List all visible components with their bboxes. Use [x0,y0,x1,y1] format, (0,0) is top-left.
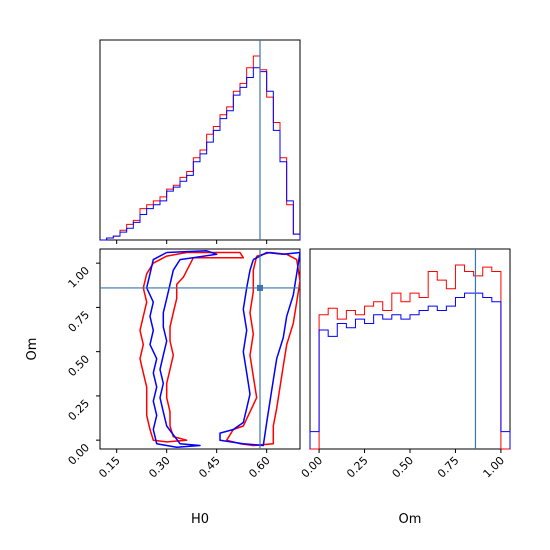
h0-om-contour-ytick-label-4: 1.00 [66,264,93,291]
h0-om-contour-ytick-label-3: 0.75 [66,308,93,335]
h0-hist-frame [99,39,301,241]
contour-truth-marker [257,284,263,291]
contour-blue-2 [145,250,218,448]
h0-om-contour-xtick-label-2: 0.45 [196,454,223,481]
om-histogram [309,249,511,450]
om-hist-series-red [310,264,510,450]
om-hist-series-blue [309,292,511,449]
h0-histogram [100,40,301,241]
h0-om-contour-xtick-label-1: 0.30 [146,454,173,481]
x-axis-label-h0: H0 [191,512,209,527]
contour-red-1 [225,251,300,447]
om-hist-xtick-label-2: 0.50 [390,454,417,481]
om-hist-xtick-label-3: 0.75 [435,454,462,481]
h0-om-contour-ytick-label-0: 0.00 [66,441,93,468]
axis-ticks: 0.15 0.30 0.45 0.60 0.00 0.25 0.50 0.75 1.00 0.00… [66,240,507,480]
h0-hist-series-blue [100,67,301,241]
h0-om-contour-xtick-label-3: 0.60 [246,454,273,481]
h0-om-contours [100,249,300,449]
x-axis-label-om: Om [399,512,422,527]
om-hist-xtick-label-4: 1.00 [481,454,508,481]
contour-blue-3 [219,251,300,447]
om-hist-xtick-label-0: 0.00 [299,454,326,481]
h0-om-contour-xtick-label-0: 0.15 [96,454,123,481]
contour-frame [99,248,301,450]
contour-group [100,249,300,449]
h0-om-contour-ytick-label-2: 0.50 [66,353,93,380]
om-hist-frame [309,248,511,450]
om-hist-xtick-label-1: 0.25 [344,454,371,481]
y-axis-label-om: Om [25,338,40,361]
contour-red-0 [139,251,245,443]
h0-hist-series-red [100,55,301,241]
h0-om-contour-ytick-label-1: 0.25 [66,397,93,424]
